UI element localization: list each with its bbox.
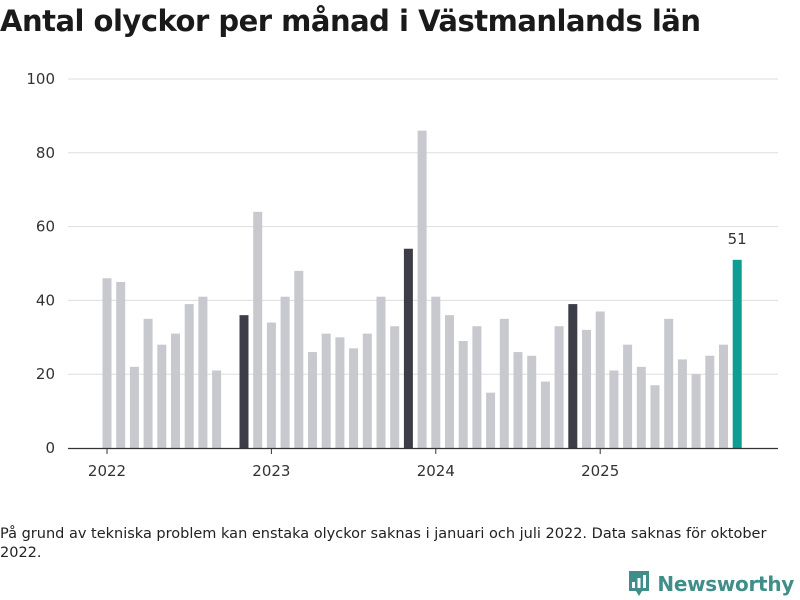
y-tick-label: 60: [36, 218, 55, 236]
bar: [212, 370, 222, 448]
bar: [280, 296, 290, 448]
bar: [705, 355, 715, 448]
bar: [184, 304, 194, 448]
bar: [486, 392, 496, 448]
bar: [253, 211, 263, 448]
brand-logo: Newsworthy: [627, 568, 794, 600]
footnote: På grund av tekniska problem kan enstaka…: [0, 526, 767, 561]
bar: [554, 326, 564, 448]
bar: [677, 359, 687, 448]
bar: [335, 337, 345, 448]
brand-name: Newsworthy: [657, 572, 794, 596]
bar: [636, 366, 646, 448]
x-tick-label: 2025: [581, 462, 619, 480]
bar: [595, 311, 605, 448]
bar: [349, 348, 359, 448]
x-tick-label: 2022: [88, 462, 126, 480]
y-tick-label: 20: [36, 365, 55, 383]
bar-highlight: [239, 315, 249, 448]
bar: [266, 322, 276, 448]
bar-latest: [732, 259, 742, 448]
bar: [171, 333, 180, 448]
bar: [431, 296, 441, 448]
y-axis-ticks: 0 20 40 60 80 100: [26, 70, 55, 457]
bar: [623, 344, 633, 448]
bar-highlight: [568, 304, 578, 448]
x-tick-label: 2023: [252, 462, 290, 480]
bar: [527, 355, 537, 448]
annotations: 51: [728, 230, 747, 248]
bar: [499, 318, 509, 448]
bar: [719, 344, 728, 448]
bar: [116, 281, 126, 448]
bar: [582, 329, 591, 448]
y-tick-label: 80: [36, 144, 55, 162]
y-tick-label: 40: [36, 291, 55, 309]
bar: [691, 374, 701, 448]
bar: [390, 326, 400, 448]
bars: [102, 130, 742, 448]
y-tick-label: 100: [26, 70, 55, 88]
bar-highlight: [403, 248, 413, 448]
x-tick-label: 2024: [417, 462, 455, 480]
bar: [540, 381, 550, 448]
bar: [664, 318, 674, 448]
value-label: 51: [728, 230, 747, 248]
bar: [198, 296, 208, 448]
bar: [458, 340, 468, 448]
bar: [445, 315, 454, 448]
bar: [513, 352, 523, 448]
bar: [376, 296, 386, 448]
bar: [609, 370, 619, 448]
bar: [417, 130, 427, 448]
bar: [321, 333, 331, 448]
bar: [157, 344, 167, 448]
bar: [472, 326, 482, 448]
bar: [294, 270, 304, 448]
y-tick-label: 0: [45, 439, 55, 457]
bar: [650, 385, 660, 448]
bar: [308, 352, 317, 448]
newsworthy-logo-icon: [629, 571, 650, 596]
chart-title: Antal olyckor per månad i Västmanlands l…: [0, 4, 701, 38]
bar: [143, 318, 153, 448]
x-axis-ticks: 2022 2023 2024 2025: [88, 448, 619, 480]
bar: [102, 278, 112, 448]
bar: [129, 366, 139, 448]
bar: [362, 333, 372, 448]
